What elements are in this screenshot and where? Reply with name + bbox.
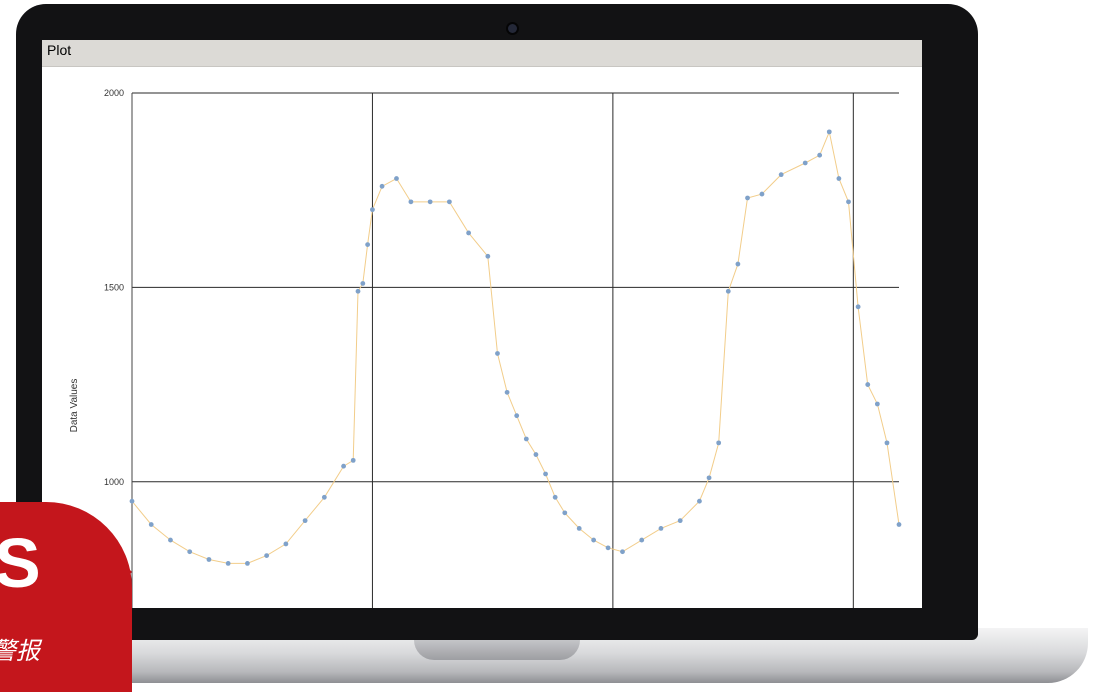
data-point (129, 498, 135, 504)
data-point (706, 475, 712, 481)
window-title: Plot (47, 42, 72, 58)
data-point (321, 494, 327, 500)
data-point (697, 498, 702, 504)
data-point (350, 457, 356, 463)
data-point (677, 518, 683, 524)
data-point (206, 557, 212, 562)
data-point (735, 261, 741, 267)
data-point (778, 172, 784, 178)
data-point (658, 526, 664, 531)
data-point (802, 160, 808, 166)
data-point (302, 518, 308, 524)
data-point (187, 549, 193, 555)
data-point (562, 510, 568, 516)
data-point (485, 253, 491, 259)
data-point (826, 129, 832, 135)
y-tick-label: 1500 (104, 282, 124, 292)
y-axis-label: Data Values (69, 379, 80, 433)
data-point (874, 401, 880, 407)
data-point (552, 494, 558, 500)
data-point (283, 541, 289, 547)
data-point (639, 537, 645, 543)
data-point (341, 463, 346, 469)
data-point (355, 288, 361, 294)
plot-window: Plot 500100015002000Data Values (42, 40, 922, 608)
data-point (360, 281, 366, 286)
data-point (514, 413, 520, 419)
data-point (605, 545, 611, 551)
data-point (370, 207, 375, 213)
data-point (591, 537, 597, 543)
camera-icon (508, 24, 517, 33)
laptop-notch (414, 640, 580, 660)
badge-subtitle: 警报 (0, 638, 40, 665)
window-titlebar: Plot (42, 40, 922, 67)
data-point (379, 183, 385, 189)
data-point (846, 199, 851, 205)
data-point (245, 560, 250, 566)
data-point (620, 549, 625, 555)
y-tick-label: 2000 (104, 88, 124, 98)
data-point (466, 230, 472, 236)
data-point (576, 526, 582, 531)
data-point (446, 199, 452, 205)
data-point (896, 522, 902, 527)
y-tick-label: 1000 (104, 477, 124, 487)
data-point (523, 436, 529, 442)
data-point (495, 351, 500, 356)
data-point (394, 176, 399, 181)
data-point (543, 471, 548, 477)
data-point (365, 242, 371, 248)
data-point (225, 560, 231, 566)
data-point (745, 195, 750, 201)
data-point (855, 304, 861, 310)
data-point (716, 440, 722, 446)
series-line (131, 130, 900, 564)
data-point (865, 382, 871, 387)
badge-letter: S (0, 524, 41, 602)
data-point (817, 152, 823, 158)
data-point (168, 537, 173, 543)
line-chart: 500100015002000Data Values (69, 88, 902, 608)
data-point (836, 176, 842, 181)
data-point (884, 440, 890, 446)
data-point (148, 522, 154, 527)
data-point (759, 191, 765, 197)
data-point (725, 288, 731, 294)
data-point (504, 389, 510, 395)
red-badge (0, 502, 132, 692)
data-point (264, 553, 270, 559)
data-point (427, 199, 433, 205)
badge-pointer (118, 558, 132, 586)
data-point (408, 199, 414, 205)
data-point (533, 452, 539, 457)
